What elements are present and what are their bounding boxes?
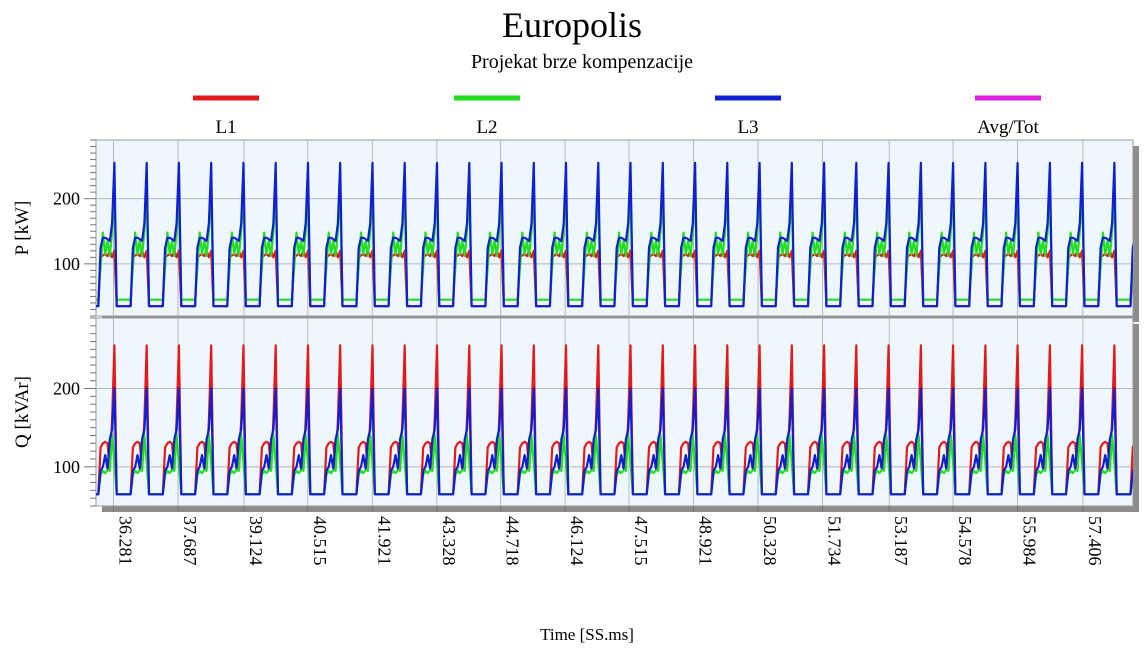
series-group (96, 344, 1133, 496)
series-line-l3 (96, 387, 1133, 496)
chart-subtitle: Projekat brze kompenzacije (471, 51, 693, 73)
x-tick-label: 39.124 (246, 516, 266, 566)
y-tick-label: 200 (53, 189, 80, 209)
y-axis-label: P [kW] (12, 201, 33, 256)
panel-1: 100 200 P [kW] (12, 139, 1139, 322)
x-tick-label: 43.328 (439, 516, 459, 566)
x-tick-label: 40.515 (310, 516, 330, 566)
x-tick-label: 44.718 (503, 516, 523, 566)
y-tick-label: 100 (53, 254, 80, 274)
x-tick-label: 51.734 (825, 516, 845, 566)
x-tick-label: 57.406 (1085, 516, 1105, 566)
series-group (96, 161, 1133, 308)
legend: L1 L2 L3 Avg/Tot (193, 95, 1041, 138)
x-tick-label: 41.921 (374, 516, 394, 566)
chart-title: Europolis (502, 5, 642, 45)
y-tick-label: 200 (53, 379, 80, 399)
legend-item: L2 (454, 95, 520, 138)
legend-label: L1 (215, 117, 236, 138)
x-axis-label: Time [SS.ms] (540, 625, 634, 644)
panel-2: 100 200 Q [kVAr] (12, 317, 1139, 512)
x-tick-label: 55.984 (1020, 516, 1040, 566)
x-tick-label: 53.187 (891, 516, 911, 566)
legend-label: L2 (476, 117, 497, 138)
x-tick-label: 54.578 (955, 516, 975, 566)
plot-area: 100 200 P [kW] 100 200 Q [kVAr] (12, 139, 1139, 512)
y-axis-label: Q [kVAr] (12, 376, 33, 448)
legend-label: L3 (737, 117, 758, 138)
x-tick-label: 36.281 (115, 516, 135, 566)
x-tick-label: 47.515 (631, 516, 651, 566)
legend-item: Avg/Tot (975, 95, 1041, 138)
x-tick-label: 50.328 (760, 516, 780, 566)
x-axis: 36.281 37.687 39.124 40.515 41.921 43.328 44.7… (112, 506, 1105, 566)
y-tick-label: 100 (53, 457, 80, 477)
legend-label: Avg/Tot (977, 117, 1039, 138)
series-line-l3 (96, 161, 1133, 308)
x-tick-label: 48.921 (695, 516, 715, 566)
legend-item: L3 (715, 95, 781, 138)
x-tick-label: 46.124 (567, 516, 587, 566)
legend-item: L1 (193, 95, 259, 138)
x-tick-label: 37.687 (180, 516, 200, 566)
